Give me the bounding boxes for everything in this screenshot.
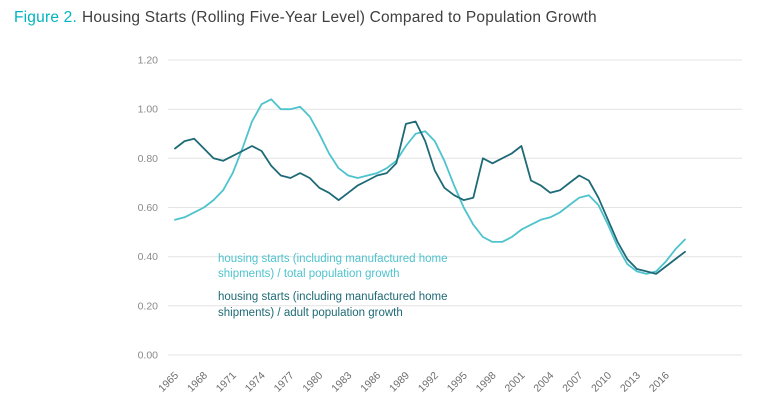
x-axis-tick-label: 1980 <box>300 370 325 395</box>
figure-title-text: Housing Starts (Rolling Five-Year Level)… <box>81 9 597 26</box>
x-axis-tick-label: 1965 <box>156 370 181 395</box>
x-axis-tick-label: 1986 <box>358 370 383 395</box>
x-axis-tick-label: 2013 <box>618 370 643 395</box>
y-axis-tick-label: 0.00 <box>138 350 159 362</box>
figure-label: Figure 2. <box>14 9 77 26</box>
x-axis-tick-label: 1977 <box>272 370 297 395</box>
x-axis-tick-label: 1992 <box>416 370 441 395</box>
y-axis-tick-label: 1.00 <box>138 104 159 116</box>
legend-item-adult-population: housing starts (including manufactured h… <box>218 291 448 319</box>
x-axis-tick-label: 2010 <box>589 370 614 395</box>
x-axis-tick-label: 2004 <box>531 370 556 395</box>
x-axis-tick-label: 2001 <box>503 370 528 395</box>
y-axis-tick-label: 1.20 <box>138 55 159 67</box>
x-axis-tick-label: 1971 <box>214 370 239 395</box>
x-axis-tick-label: 1989 <box>387 370 412 395</box>
y-axis-tick-label: 0.60 <box>138 202 159 214</box>
y-axis-tick-label: 0.80 <box>138 153 159 165</box>
x-axis-tick-label: 1998 <box>474 370 499 395</box>
x-axis-tick-label: 1983 <box>329 370 354 395</box>
legend-item-total-population: housing starts (including manufactured h… <box>218 253 448 281</box>
y-axis-tick-label: 0.40 <box>138 251 159 263</box>
x-axis-tick-label: 2007 <box>560 370 585 395</box>
figure-title: Figure 2. Housing Starts (Rolling Five-Ye… <box>14 9 597 27</box>
x-axis-tick-label: 1968 <box>185 370 210 395</box>
series-line-adult-population <box>174 120 686 275</box>
x-axis-tick-label: 2016 <box>647 370 672 395</box>
series-line-total-population <box>174 98 686 275</box>
chart-legend: housing starts (including manufactured h… <box>218 252 476 321</box>
y-axis-tick-label: 0.20 <box>138 300 159 312</box>
x-axis-tick-label: 1995 <box>445 370 470 395</box>
x-axis-tick-label: 1974 <box>243 370 268 395</box>
